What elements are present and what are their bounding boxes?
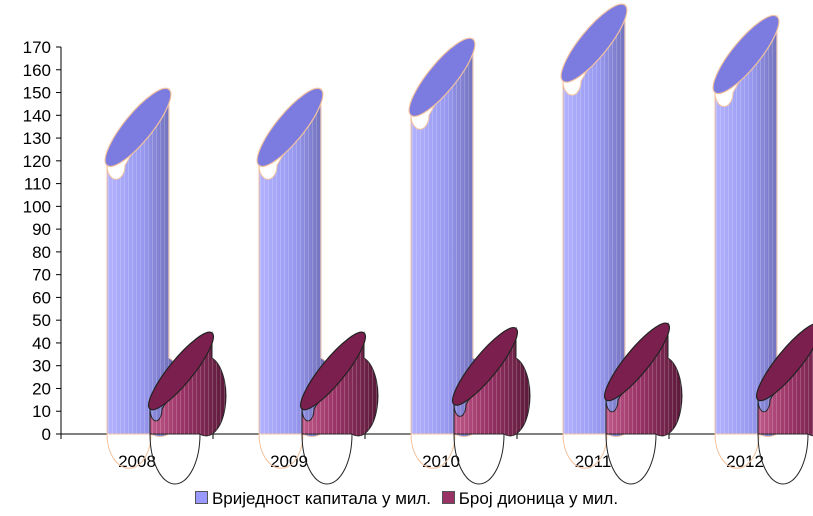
bar-series-2-2009-top — [300, 331, 366, 411]
y-tick-label: 120 — [23, 152, 51, 171]
bar-series-2-2008-base-edge — [149, 433, 201, 485]
y-tick-label: 10 — [32, 402, 51, 421]
bar-series-1-2008 — [104, 87, 187, 469]
y-tick-label: 20 — [32, 379, 51, 398]
bars — [104, 3, 813, 485]
legend-label-series-1: Вриједност капитала у мил. — [211, 489, 432, 508]
x-tick-label: 2012 — [726, 452, 764, 471]
bar-series-1-2012-top — [712, 14, 780, 95]
axes: 0 10 20 30 40 50 60 70 80 90 100 110 120 130 140 150 160… — [23, 38, 813, 471]
legend-item-series-2: Број дионица у мил. — [441, 489, 619, 509]
y-tick-label: 30 — [32, 357, 51, 376]
bar-series-1-2010-top — [408, 37, 476, 117]
y-tick-label: 110 — [24, 175, 51, 194]
bar-series-2-2008-stripes — [150, 332, 226, 436]
bar-series-2-2010-stripes — [454, 328, 530, 436]
bar-series-1-2010-base-edge — [410, 433, 456, 469]
bar-series-1-2010-stripes — [411, 39, 491, 437]
y-tick-label: 40 — [32, 334, 51, 353]
bar-series-1-2012-stripes — [715, 16, 795, 437]
legend-swatch-series-2 — [441, 491, 455, 504]
y-tick-label: 70 — [32, 266, 51, 285]
bar-series-2-2010 — [452, 326, 531, 485]
bar-series-1-2009-stripes — [259, 89, 339, 437]
bar-series-2-2009 — [300, 331, 379, 485]
bar-series-2-2008 — [148, 331, 227, 485]
x-tick-label: 2009 — [270, 452, 308, 471]
bar-series-2-2009-base-edge — [301, 433, 353, 485]
x-tick-label: 2010 — [422, 452, 460, 471]
bar-series-1-2011 — [560, 3, 643, 469]
legend-label-series-2: Број дионица у мил. — [458, 489, 619, 508]
bar-series-2-2012 — [756, 322, 813, 485]
y-tick-label: 60 — [32, 288, 51, 307]
y-tick-label: 0 — [42, 425, 51, 444]
bar-series-1-2010 — [408, 37, 491, 469]
x-tick-label: 2011 — [575, 452, 612, 471]
bar-series-2-2011 — [604, 322, 683, 485]
bar-series-1-2011-base-edge — [562, 433, 608, 469]
bar-series-1-2009 — [256, 87, 339, 469]
legend: Вриједност капитала у мил. Број дионица … — [0, 489, 813, 509]
legend-item-series-1: Вриједност капитала у мил. — [194, 489, 432, 509]
bar-series-2-2008-top — [148, 331, 214, 411]
y-tick-label: 140 — [23, 106, 51, 125]
bar-series-2-2011-stripes — [606, 323, 682, 436]
bar-series-1-2008-stripes — [107, 89, 187, 437]
bar-series-1-2011-stripes — [563, 5, 643, 437]
bar-series-2-2009-stripes — [302, 332, 378, 436]
legend-swatch-series-1 — [194, 491, 208, 504]
y-tick-label: 150 — [23, 84, 51, 103]
bar-series-2-2010-base-edge — [453, 433, 505, 485]
bar-series-1-2009-base-edge — [258, 433, 304, 469]
bar-series-1-2011-top — [560, 3, 628, 83]
y-tick-label: 90 — [32, 220, 51, 239]
y-tick-label: 160 — [23, 61, 51, 80]
bar-series-1-2008-base-edge — [106, 433, 152, 469]
bar-series-1-2009-top — [256, 87, 324, 167]
y-tick-label: 80 — [32, 243, 51, 262]
x-tick-label: 2008 — [118, 452, 156, 471]
bar-series-2-2012-base-edge — [757, 433, 809, 485]
y-tick-label: 130 — [23, 129, 51, 148]
y-tick-label: 170 — [23, 38, 51, 57]
y-tick-label: 100 — [23, 197, 51, 216]
bar-series-1-2008-top — [104, 87, 172, 167]
bar-series-2-2010-top — [452, 327, 518, 406]
bar-series-2-2012-top — [756, 322, 813, 402]
bar-series-2-2011-base-edge — [605, 433, 657, 485]
bar-series-2-2011-top — [604, 322, 670, 402]
y-tick-label: 50 — [32, 311, 51, 330]
bar-series-1-2012-base-edge — [714, 433, 760, 469]
